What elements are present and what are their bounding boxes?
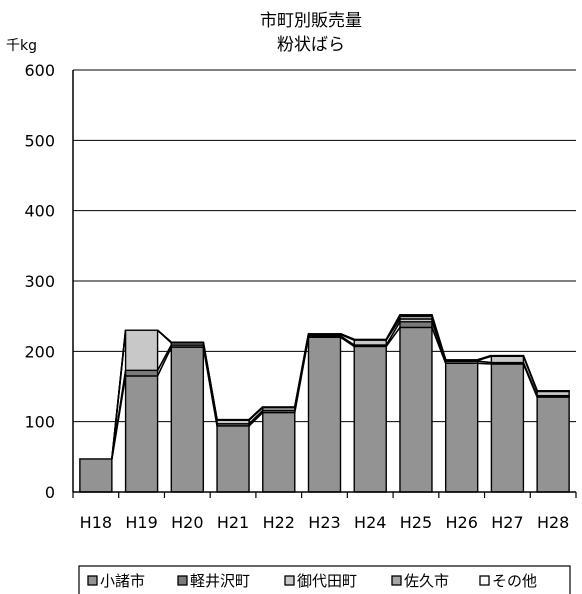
bar-segment — [216, 418, 250, 421]
y-tick-label: 600 — [24, 61, 55, 80]
series-line-0 — [477, 362, 492, 365]
legend: 小諸市 軽井沢町 御代田町 佐久市 その他 — [78, 565, 571, 594]
legend-label: 軽井沢町 — [190, 572, 250, 590]
axes — [72, 70, 577, 498]
x-tick-label: H27 — [491, 513, 523, 532]
series-line-0 — [340, 336, 355, 348]
x-tick-label: H28 — [537, 513, 569, 532]
x-tick-label: H21 — [217, 513, 249, 532]
bar-segment — [399, 321, 433, 329]
bar-segment — [536, 396, 570, 493]
series-line-4 — [111, 330, 127, 460]
series-line-4 — [157, 329, 172, 343]
bar-segment — [262, 411, 296, 493]
series-connector-lines — [111, 314, 538, 460]
bar-segment — [399, 314, 433, 317]
x-tick-label: H24 — [354, 513, 386, 532]
bar-segment — [79, 458, 113, 493]
legend-swatch — [391, 575, 402, 586]
legend-swatch — [284, 575, 295, 586]
legend-label: 佐久市 — [404, 572, 449, 590]
x-tick-labels: H18 H19 H20 H21 H22 H23 H24 H25 H26 H27 H28 — [80, 513, 570, 532]
series-line-4 — [385, 314, 401, 340]
legend-swatch — [177, 575, 188, 586]
bar-segment — [307, 336, 342, 493]
bar-segment — [307, 333, 342, 336]
series-line-1 — [477, 360, 492, 364]
y-axis-unit: 千kg — [6, 38, 37, 54]
bar-segment — [536, 390, 570, 393]
bar-segment — [262, 406, 296, 409]
x-tick-label: H26 — [445, 513, 477, 532]
bar-segment — [490, 354, 525, 357]
x-tick-label: H25 — [400, 513, 432, 532]
series-line-4 — [431, 314, 447, 361]
chart-title: 市町別販売量 — [260, 11, 362, 31]
bar-segment — [124, 329, 159, 372]
bar-segments — [79, 314, 570, 493]
y-tick-label: 400 — [24, 202, 55, 221]
series-line-4 — [202, 342, 218, 420]
x-tick-label: H22 — [263, 513, 295, 532]
x-tick-label: H18 — [80, 513, 112, 532]
series-line-1 — [522, 362, 538, 396]
bar-segment — [399, 326, 433, 493]
legend-label: 御代田町 — [297, 572, 357, 590]
series-line-1 — [340, 335, 355, 346]
bar-segment — [124, 369, 159, 377]
bar-segment — [444, 359, 479, 362]
y-tick-label: 100 — [24, 413, 55, 432]
x-tick-label: H20 — [171, 513, 203, 532]
series-line-0 — [248, 411, 264, 427]
series-line-0 — [156, 346, 173, 377]
legend-label: 小諸市 — [100, 572, 145, 590]
bar-segment — [124, 375, 159, 493]
bar-segment — [490, 363, 525, 493]
legend-label: その他 — [492, 572, 537, 590]
x-tick-label: H23 — [308, 513, 340, 532]
bar-segment — [353, 338, 387, 341]
legend-swatch — [479, 575, 490, 586]
series-line-1 — [156, 344, 173, 371]
series-line-0 — [431, 327, 447, 364]
series-line-4 — [248, 406, 264, 421]
bar-segment — [444, 362, 479, 493]
bar-segment — [170, 346, 205, 493]
y-tick-label: 200 — [24, 342, 55, 361]
bar-segment — [170, 341, 205, 344]
bar-segment — [353, 345, 387, 493]
series-line-1 — [248, 409, 264, 425]
bar-segment — [216, 425, 250, 493]
y-tick-label: 500 — [24, 131, 55, 150]
series-line-4 — [477, 354, 492, 361]
chart-subtitle: 粉状ばら — [277, 35, 345, 55]
series-line-4 — [522, 355, 538, 392]
bar-segment — [490, 355, 525, 364]
bar-segment — [353, 339, 387, 346]
series-line-4 — [293, 333, 310, 408]
y-tick-labels: 0 100 200 300 400 500 600 — [24, 61, 55, 502]
y-tick-label: 300 — [24, 272, 55, 291]
y-tick-label: 0 — [45, 483, 55, 502]
series-line-4 — [340, 333, 355, 341]
series-line-0 — [385, 326, 401, 347]
x-tick-label: H19 — [125, 513, 157, 532]
legend-swatch — [87, 575, 98, 586]
series-line-1 — [385, 321, 401, 346]
